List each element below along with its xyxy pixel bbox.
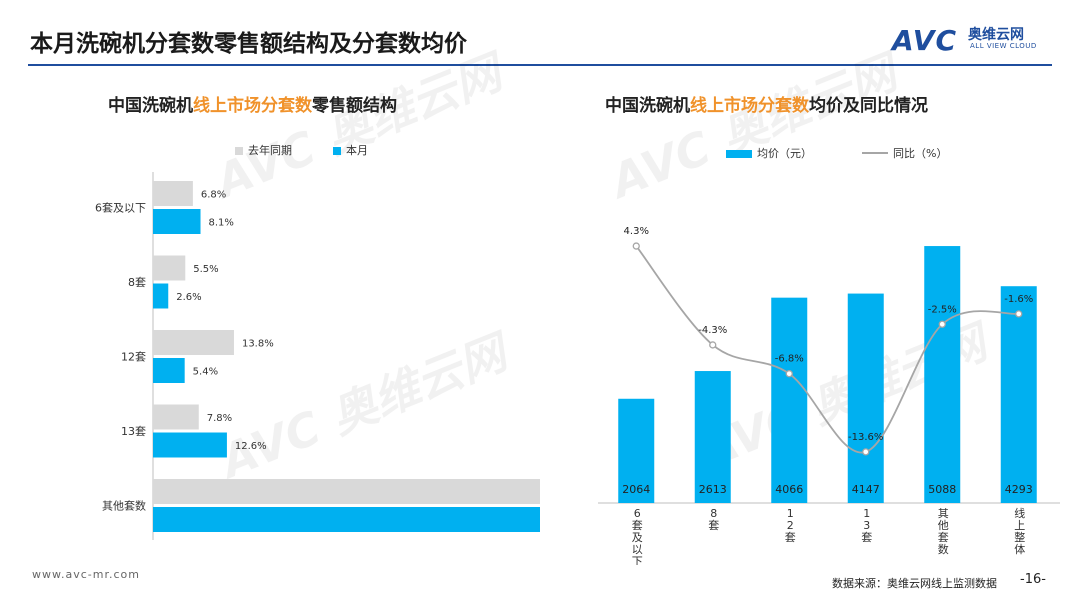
bar-avg-price: [618, 398, 655, 503]
left-legend-item-last-year: 去年同期: [235, 142, 292, 158]
yoy-point: [1015, 310, 1023, 318]
bar-value-label: 4147: [852, 483, 880, 496]
category-label: 8套: [128, 276, 146, 289]
logo-en-text: ALL VIEW CLOUD: [970, 42, 1037, 50]
bar-last-year: [153, 404, 199, 430]
bar-last-year: [153, 255, 186, 281]
category-label: 6套及以下: [95, 202, 146, 215]
left-chart-title-part2: 零售额结构: [312, 96, 397, 116]
yoy-label: -6.8%: [775, 354, 804, 365]
left-chart-title: 中国洗碗机线上市场分套数零售额结构: [108, 91, 397, 116]
category-label: 13套: [121, 425, 146, 438]
left-bar-chart: 6套及以下 6.8% 8.1% 8套 5.5% 2.6% 12套 13.8% 5.4% 13套 7.…: [95, 172, 540, 540]
right-chart-title-part1: 中国洗碗机: [605, 96, 690, 116]
header-divider: [28, 64, 1052, 66]
page-number: -16-: [1020, 572, 1046, 587]
bar-value-label: 4066: [775, 483, 803, 496]
legend-swatch: [235, 147, 243, 155]
yoy-label: -1.6%: [1004, 294, 1033, 305]
data-label: 5.4%: [193, 367, 218, 378]
yoy-point: [938, 320, 946, 328]
legend-swatch: [726, 150, 752, 158]
page-title: 本月洗碗机分套数零售额结构及分套数均价: [30, 31, 467, 57]
avc-logo: AVC 奥维云网 ALL VIEW CLOUD: [892, 22, 1062, 58]
data-label: 6.8%: [201, 190, 226, 201]
right-chart-title: 中国洗碗机线上市场分套数均价及同比情况: [605, 91, 928, 116]
data-label: 8.1%: [209, 218, 234, 229]
category-label: 线上整体: [1014, 506, 1025, 556]
right-legend-item-avg-price: 均价（元）: [726, 145, 812, 161]
category-label: 其他套数: [102, 500, 146, 513]
bar-avg-price: [924, 246, 961, 503]
bar-avg-price: [694, 371, 731, 503]
bar-value-label: 2064: [622, 483, 650, 496]
bar-last-year: [153, 479, 540, 504]
yoy-point: [632, 242, 640, 250]
yoy-label: 4.3%: [624, 226, 649, 237]
right-chart-title-highlight: 线上市场分套数: [690, 96, 809, 116]
left-chart-title-highlight: 线上市场分套数: [193, 96, 312, 116]
left-legend-item-this-month: 本月: [333, 142, 368, 158]
bar-this-month: [153, 283, 169, 309]
data-label: 5.5%: [193, 264, 218, 275]
yoy-point: [709, 341, 717, 349]
data-label: 12.6%: [235, 441, 267, 452]
yoy-label: -2.5%: [928, 304, 957, 315]
yoy-point: [862, 448, 870, 456]
logo-cn-text: 奥维云网: [968, 27, 1024, 43]
bar-value-label: 2613: [699, 483, 727, 496]
right-chart-title-part2: 均价及同比情况: [809, 96, 928, 116]
bar-avg-price: [771, 297, 808, 503]
bar-last-year: [153, 181, 193, 206]
bar-last-year: [153, 330, 234, 355]
bar-this-month: [153, 358, 185, 383]
data-label: 2.6%: [176, 292, 201, 303]
data-label: 13.8%: [242, 339, 274, 350]
right-legend-item-yoy: 同比（%）: [862, 145, 947, 161]
bar-this-month: [153, 507, 540, 532]
legend-swatch: [333, 147, 341, 155]
yoy-line: [635, 245, 1019, 454]
bar-this-month: [153, 432, 227, 458]
legend-swatch: [862, 152, 888, 154]
footer-url: www.avc-mr.com: [32, 568, 140, 581]
bar-value-label: 5088: [928, 483, 956, 496]
right-combo-chart: 2064 6 套及以下 2613 8 套 4066 1 2 套 4147 1 3 套 5088 其他套数 429…: [598, 226, 1060, 565]
left-chart-title-part1: 中国洗碗机: [108, 96, 193, 116]
yoy-label: -4.3%: [698, 325, 727, 336]
bar-avg-price: [1000, 286, 1037, 503]
bar-avg-price: [847, 293, 884, 503]
category-label: 12套: [121, 351, 146, 364]
yoy-label: -13.6%: [848, 432, 883, 443]
category-label: 其他套数: [938, 507, 949, 556]
bar-value-label: 4293: [1005, 483, 1033, 496]
data-source-note: 数据来源：奥维云网线上监测数据: [832, 577, 997, 590]
data-label: 7.8%: [207, 413, 232, 424]
logo-text: AVC: [892, 24, 957, 57]
bar-this-month: [153, 209, 201, 234]
yoy-point: [785, 370, 793, 378]
